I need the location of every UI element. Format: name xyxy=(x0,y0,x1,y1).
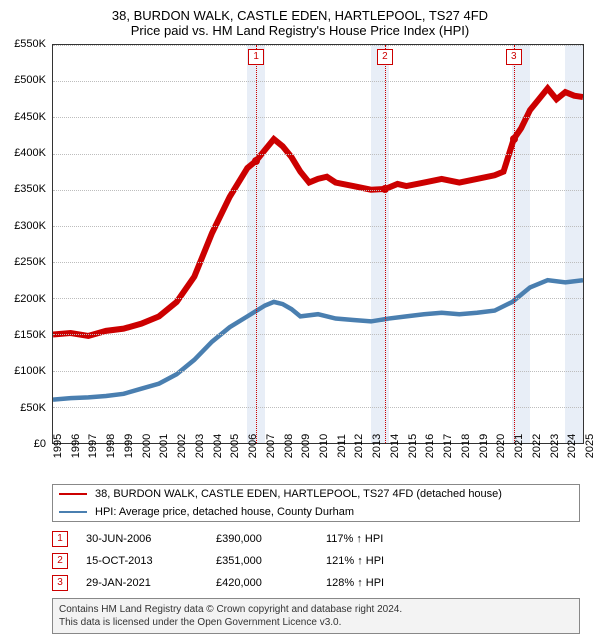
event-dot xyxy=(252,157,260,165)
ytick-label: £0 xyxy=(34,438,46,450)
gridline-h xyxy=(53,226,583,227)
xtick-label: 1996 xyxy=(70,434,82,458)
xtick-label: 2012 xyxy=(353,434,365,458)
event-row: 3 29-JAN-2021 £420,000 128% ↑ HPI xyxy=(52,572,580,594)
xtick-label: 2000 xyxy=(141,434,153,458)
ytick-label: £400K xyxy=(14,147,46,159)
event-date: 29-JAN-2021 xyxy=(86,577,216,589)
legend-item-property: 38, BURDON WALK, CASTLE EDEN, HARTLEPOOL… xyxy=(53,485,579,503)
xtick-label: 2021 xyxy=(513,434,525,458)
xtick-label: 2015 xyxy=(407,434,419,458)
event-date: 15-OCT-2013 xyxy=(86,555,216,567)
xtick-label: 1997 xyxy=(87,434,99,458)
gridline-h xyxy=(53,190,583,191)
ytick-label: £500K xyxy=(14,74,46,86)
event-pct: 121% ↑ HPI xyxy=(326,555,384,567)
ytick-label: £350K xyxy=(14,183,46,195)
footer-attribution: Contains HM Land Registry data © Crown c… xyxy=(52,598,580,634)
x-axis: 1995199619971998199920002001200220032004… xyxy=(52,444,584,480)
gridline-h xyxy=(53,154,583,155)
xtick-label: 2014 xyxy=(389,434,401,458)
event-pct: 117% ↑ HPI xyxy=(326,533,383,545)
event-marker-box: 2 xyxy=(377,49,393,65)
legend: 38, BURDON WALK, CASTLE EDEN, HARTLEPOOL… xyxy=(52,484,580,522)
gridline-h xyxy=(53,371,583,372)
event-vline xyxy=(256,45,257,443)
event-dot xyxy=(510,135,518,143)
legend-swatch-property xyxy=(59,493,87,495)
ytick-label: £100K xyxy=(14,365,46,377)
xtick-label: 2005 xyxy=(229,434,241,458)
event-marker-1: 1 xyxy=(52,531,68,547)
gridline-h xyxy=(53,262,583,263)
xtick-label: 2023 xyxy=(549,434,561,458)
chart-title-line2: Price paid vs. HM Land Registry's House … xyxy=(10,23,590,38)
event-vline xyxy=(385,45,386,443)
event-pct: 128% ↑ HPI xyxy=(326,577,384,589)
event-marker-box: 1 xyxy=(248,49,264,65)
legend-swatch-hpi xyxy=(59,511,87,513)
event-price: £390,000 xyxy=(216,533,326,545)
chart-title-line1: 38, BURDON WALK, CASTLE EDEN, HARTLEPOOL… xyxy=(10,8,590,23)
xtick-label: 2006 xyxy=(247,434,259,458)
event-dot xyxy=(381,185,389,193)
xtick-label: 2024 xyxy=(566,434,578,458)
chart-area: £0£50K£100K£150K£200K£250K£300K£350K£400… xyxy=(52,44,584,444)
ytick-label: £50K xyxy=(20,402,46,414)
event-marker-box: 3 xyxy=(506,49,522,65)
event-row: 1 30-JUN-2006 £390,000 117% ↑ HPI xyxy=(52,528,580,550)
ytick-label: £200K xyxy=(14,293,46,305)
xtick-label: 2008 xyxy=(283,434,295,458)
xtick-label: 1995 xyxy=(52,434,64,458)
xtick-label: 2017 xyxy=(442,434,454,458)
xtick-label: 2009 xyxy=(300,434,312,458)
y-axis: £0£50K£100K£150K£200K£250K£300K£350K£400… xyxy=(6,44,50,444)
xtick-label: 2019 xyxy=(478,434,490,458)
ytick-label: £300K xyxy=(14,220,46,232)
xtick-label: 2016 xyxy=(424,434,436,458)
event-price: £420,000 xyxy=(216,577,326,589)
gridline-h xyxy=(53,117,583,118)
xtick-label: 2004 xyxy=(212,434,224,458)
xtick-label: 2020 xyxy=(495,434,507,458)
line-layer xyxy=(53,45,583,443)
legend-label-hpi: HPI: Average price, detached house, Coun… xyxy=(95,506,354,518)
event-marker-2: 2 xyxy=(52,553,68,569)
xtick-label: 2022 xyxy=(531,434,543,458)
xtick-label: 1999 xyxy=(123,434,135,458)
xtick-label: 2003 xyxy=(194,434,206,458)
footer-line2: This data is licensed under the Open Gov… xyxy=(59,616,573,629)
ytick-label: £450K xyxy=(14,111,46,123)
xtick-label: 2002 xyxy=(176,434,188,458)
xtick-label: 2018 xyxy=(460,434,472,458)
gridline-h xyxy=(53,81,583,82)
xtick-label: 2025 xyxy=(584,434,596,458)
xtick-label: 2011 xyxy=(336,434,348,458)
xtick-label: 2007 xyxy=(265,434,277,458)
xtick-label: 2001 xyxy=(158,434,170,458)
event-price: £351,000 xyxy=(216,555,326,567)
gridline-h xyxy=(53,407,583,408)
ytick-label: £250K xyxy=(14,256,46,268)
xtick-label: 2010 xyxy=(318,434,330,458)
event-table: 1 30-JUN-2006 £390,000 117% ↑ HPI 2 15-O… xyxy=(52,528,580,594)
footer-line1: Contains HM Land Registry data © Crown c… xyxy=(59,603,573,616)
gridline-h xyxy=(53,334,583,335)
legend-item-hpi: HPI: Average price, detached house, Coun… xyxy=(53,503,579,521)
legend-label-property: 38, BURDON WALK, CASTLE EDEN, HARTLEPOOL… xyxy=(95,488,502,500)
event-marker-3: 3 xyxy=(52,575,68,591)
ytick-label: £550K xyxy=(14,38,46,50)
gridline-h xyxy=(53,45,583,46)
ytick-label: £150K xyxy=(14,329,46,341)
event-vline xyxy=(514,45,515,443)
gridline-h xyxy=(53,298,583,299)
plot-region: 1 2 3 xyxy=(52,44,584,444)
xtick-label: 1998 xyxy=(105,434,117,458)
event-date: 30-JUN-2006 xyxy=(86,533,216,545)
xtick-label: 2013 xyxy=(371,434,383,458)
event-row: 2 15-OCT-2013 £351,000 121% ↑ HPI xyxy=(52,550,580,572)
